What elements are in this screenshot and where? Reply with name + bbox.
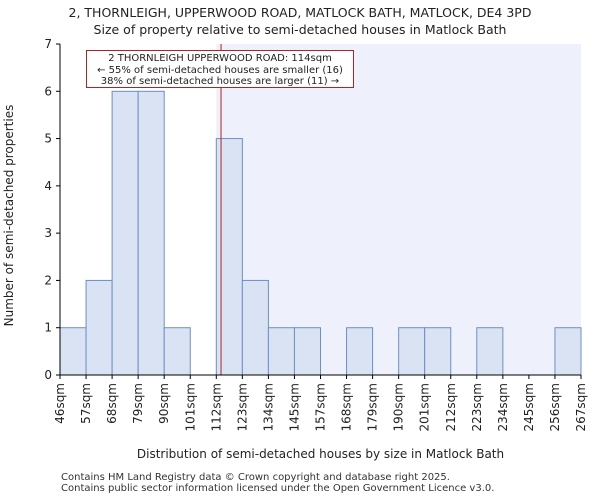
bar-134sqm bbox=[267, 327, 295, 376]
x-tick-label: 145sqm bbox=[287, 383, 301, 431]
footer: Contains HM Land Registry data © Crown c… bbox=[61, 472, 494, 494]
x-tick-label: 68sqm bbox=[105, 383, 119, 424]
property-annotation-box: 2 THORNLEIGH UPPERWOOD ROAD: 114sqm ← 55… bbox=[86, 50, 354, 88]
annotation-line1: 2 THORNLEIGH UPPERWOOD ROAD: 114sqm bbox=[108, 53, 332, 64]
bar-123sqm bbox=[241, 279, 269, 376]
annotation-line3: 38% of semi-detached houses are larger (… bbox=[100, 76, 340, 87]
y-tick-label: 6 bbox=[44, 84, 52, 98]
bar-223sqm bbox=[476, 327, 504, 376]
footer-line2: Contains public sector information licen… bbox=[61, 483, 495, 494]
labels-group: 0 1 2 3 4 5 6 7 46sqm 57sqm 68sqm 79sqm 90sqm 101sqm 1… bbox=[2, 37, 588, 461]
x-tick-label: 179sqm bbox=[366, 383, 380, 431]
bar-79sqm bbox=[137, 90, 165, 376]
x-tick-label: 234sqm bbox=[496, 383, 510, 431]
bar-68sqm bbox=[111, 90, 139, 376]
chart-title-line2: Size of property relative to semi-detach… bbox=[93, 22, 507, 37]
y-tick-label: 1 bbox=[44, 321, 52, 335]
x-tick-label: 79sqm bbox=[131, 383, 145, 424]
x-tick-label: 90sqm bbox=[157, 383, 171, 424]
y-tick-label: 5 bbox=[44, 132, 52, 146]
x-tick-label: 190sqm bbox=[392, 383, 406, 431]
bar-168sqm bbox=[346, 327, 374, 376]
axes-group bbox=[56, 43, 582, 379]
y-axis-title: Number of semi-detached properties bbox=[2, 105, 16, 327]
bar-46sqm bbox=[59, 327, 87, 376]
annotation-line2: ← 55% of semi-detached houses are smalle… bbox=[97, 64, 343, 76]
x-tick-label: 256sqm bbox=[548, 383, 562, 431]
x-tick-label: 46sqm bbox=[53, 383, 67, 424]
bar-190sqm bbox=[398, 327, 426, 376]
x-tick-label: 212sqm bbox=[444, 383, 458, 431]
x-tick-label: 267sqm bbox=[574, 383, 588, 431]
plot-background bbox=[216, 44, 582, 375]
bar-112sqm bbox=[215, 138, 243, 376]
bar-201sqm bbox=[424, 327, 452, 376]
x-tick-label: 201sqm bbox=[418, 383, 432, 431]
y-tick-label: 2 bbox=[44, 273, 52, 287]
x-tick-label: 157sqm bbox=[314, 383, 328, 431]
x-tick-label: 123sqm bbox=[235, 383, 249, 431]
chart-title-line1: 2, THORNLEIGH, UPPERWOOD ROAD, MATLOCK B… bbox=[68, 5, 532, 20]
footer-line1: Contains HM Land Registry data © Crown c… bbox=[61, 472, 450, 483]
x-tick-label: 168sqm bbox=[340, 383, 354, 431]
x-tick-label: 245sqm bbox=[522, 383, 536, 431]
y-tick-label: 0 bbox=[44, 368, 52, 382]
bar-256sqm bbox=[554, 327, 582, 376]
bar-90sqm bbox=[163, 327, 191, 376]
x-tick-label: 223sqm bbox=[470, 383, 484, 431]
x-axis-title: Distribution of semi-detached houses by … bbox=[137, 447, 504, 461]
bar-145sqm bbox=[293, 327, 322, 376]
x-tick-label: 112sqm bbox=[209, 383, 223, 431]
x-tick-label: 57sqm bbox=[79, 383, 93, 424]
x-tick-label: 134sqm bbox=[261, 383, 275, 431]
y-tick-label: 3 bbox=[44, 226, 52, 240]
chart-title: 2, THORNLEIGH, UPPERWOOD ROAD, MATLOCK B… bbox=[0, 4, 600, 38]
y-tick-label: 4 bbox=[44, 179, 52, 193]
bar-57sqm bbox=[85, 279, 113, 376]
highlight-region bbox=[216, 44, 582, 375]
y-tick-label: 7 bbox=[44, 37, 52, 51]
x-tick-label: 101sqm bbox=[183, 383, 197, 431]
